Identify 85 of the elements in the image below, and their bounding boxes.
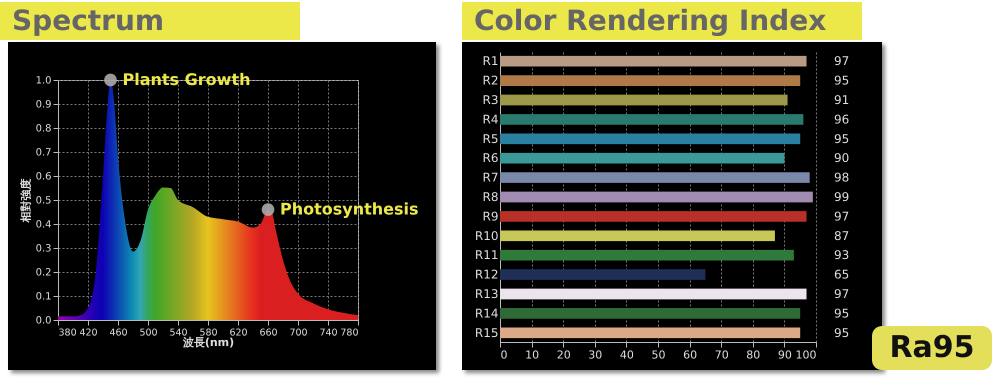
data-label: 87 — [834, 228, 850, 243]
y-tick-label: R5 — [482, 132, 498, 146]
annotation: Photosynthesis — [280, 200, 419, 219]
y-tick-label: 0.6 — [36, 172, 52, 182]
bar — [500, 152, 784, 164]
text: Ra95 — [872, 326, 992, 370]
data-label: 93 — [834, 248, 850, 262]
bar — [500, 308, 800, 319]
bar — [500, 250, 794, 261]
x-tick-label: 700 — [289, 328, 308, 338]
bar — [500, 327, 800, 338]
y-tick-label: R9 — [482, 209, 498, 224]
data-label: 95 — [834, 132, 850, 146]
data-label: 97 — [834, 286, 850, 301]
x-tick-label: 620 — [229, 328, 248, 338]
bar — [500, 211, 807, 222]
chart-title: Color Rendering Index — [462, 2, 862, 40]
y-tick-label: 0.8 — [36, 124, 52, 134]
y-tick-label: 0.2 — [36, 268, 52, 278]
x-tick-label: 660 — [259, 328, 278, 338]
bar — [500, 192, 813, 202]
y-tick-label: R15 — [474, 326, 498, 340]
y-tick-label: R8 — [482, 190, 498, 204]
y-tick-label: R6 — [482, 151, 498, 166]
y-tick-label: 0.4 — [36, 220, 52, 230]
x-tick-label: 0 — [500, 348, 508, 362]
y-tick-label: R11 — [474, 248, 498, 262]
x-tick-label: 30 — [588, 348, 602, 362]
y-tick-label: R14 — [474, 306, 498, 320]
y-tick-label: 1.0 — [36, 76, 52, 86]
y-tick-label: R12 — [474, 268, 498, 282]
data-label: 95 — [834, 306, 850, 320]
y-tick-label: R1 — [482, 54, 498, 68]
bar — [500, 288, 807, 300]
y-tick-label: 0.3 — [36, 244, 52, 254]
bar — [500, 230, 775, 242]
x-tick-label: 740 — [319, 328, 338, 338]
y-tick-label: R10 — [474, 228, 498, 243]
x-tick-label: 780 — [340, 328, 358, 338]
x-tick-label: 90 — [778, 348, 792, 362]
x-tick-label: 420 — [79, 328, 98, 338]
y-tick-label: 0.0 — [36, 316, 52, 326]
data-label: 99 — [834, 190, 850, 204]
x-tick-label: 20 — [556, 348, 571, 362]
x-tick-label: 40 — [620, 348, 634, 362]
bar — [500, 75, 800, 86]
data-label: 96 — [834, 112, 850, 126]
bar — [500, 269, 706, 280]
data-label: 97 — [834, 209, 850, 224]
data-label: 65 — [834, 268, 850, 282]
x-tick-label: 70 — [714, 348, 729, 362]
y-tick-label: R3 — [482, 93, 498, 108]
data-label: 90 — [834, 151, 850, 166]
x-tick-label: 80 — [746, 348, 760, 362]
y-tick-label: 0.7 — [36, 148, 52, 158]
x-tick-label: 10 — [525, 348, 540, 362]
y-tick-label: 0.9 — [36, 100, 52, 110]
bar — [500, 172, 810, 183]
data-label: 95 — [834, 74, 850, 88]
data-label: 97 — [834, 54, 850, 68]
y-tick-label: R4 — [482, 112, 498, 126]
y-tick-label: 0.1 — [36, 292, 52, 302]
bar — [500, 133, 800, 144]
y-tick-label: 0.5 — [36, 196, 52, 206]
y-axis-title: 相對強度 — [20, 178, 33, 224]
y-tick-label: R13 — [474, 286, 498, 301]
bar — [500, 94, 788, 106]
bar — [500, 56, 807, 67]
x-tick-label: 50 — [652, 348, 666, 362]
x-tick-label: 580 — [199, 328, 218, 338]
y-tick-label: R2 — [482, 74, 498, 88]
data-label: 95 — [834, 326, 850, 340]
x-axis-title: 波長(nm) — [182, 336, 234, 349]
x-tick-label: 380 — [58, 328, 77, 338]
data-label: 91 — [834, 93, 850, 108]
chart-title: Spectrum — [0, 2, 300, 40]
bar — [500, 114, 804, 125]
x-tick-label: 100 — [796, 348, 816, 362]
annotation: Plants Growth — [122, 70, 250, 89]
x-tick-label: 500 — [139, 328, 158, 338]
y-tick-label: R7 — [482, 170, 498, 185]
data-label: 98 — [834, 170, 850, 185]
x-tick-label: 60 — [683, 348, 698, 362]
x-tick-label: 460 — [109, 328, 128, 338]
x-tick-label: 540 — [169, 328, 188, 338]
